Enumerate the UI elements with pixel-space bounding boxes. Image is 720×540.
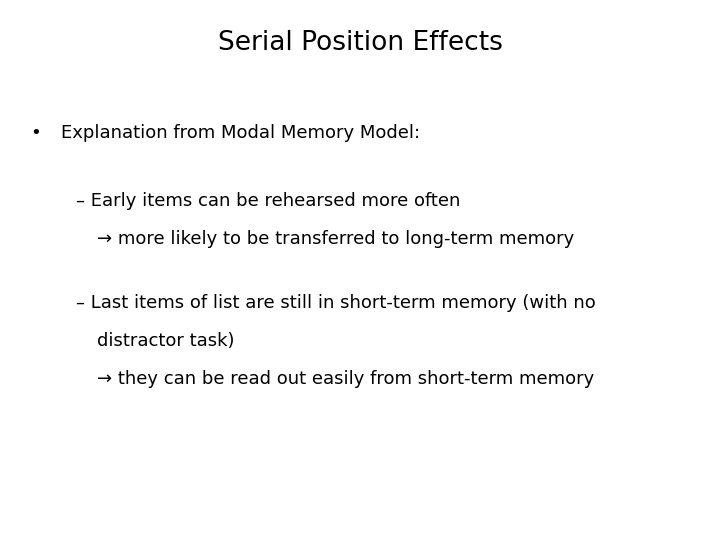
Text: Serial Position Effects: Serial Position Effects (217, 30, 503, 56)
Text: – Early items can be rehearsed more often: – Early items can be rehearsed more ofte… (76, 192, 460, 210)
Text: Explanation from Modal Memory Model:: Explanation from Modal Memory Model: (61, 124, 420, 142)
Text: distractor task): distractor task) (97, 332, 235, 350)
Text: – Last items of list are still in short-term memory (with no: – Last items of list are still in short-… (76, 294, 595, 312)
Text: → more likely to be transferred to long-term memory: → more likely to be transferred to long-… (97, 230, 575, 247)
Text: •: • (30, 124, 41, 142)
Text: → they can be read out easily from short-term memory: → they can be read out easily from short… (97, 370, 595, 388)
